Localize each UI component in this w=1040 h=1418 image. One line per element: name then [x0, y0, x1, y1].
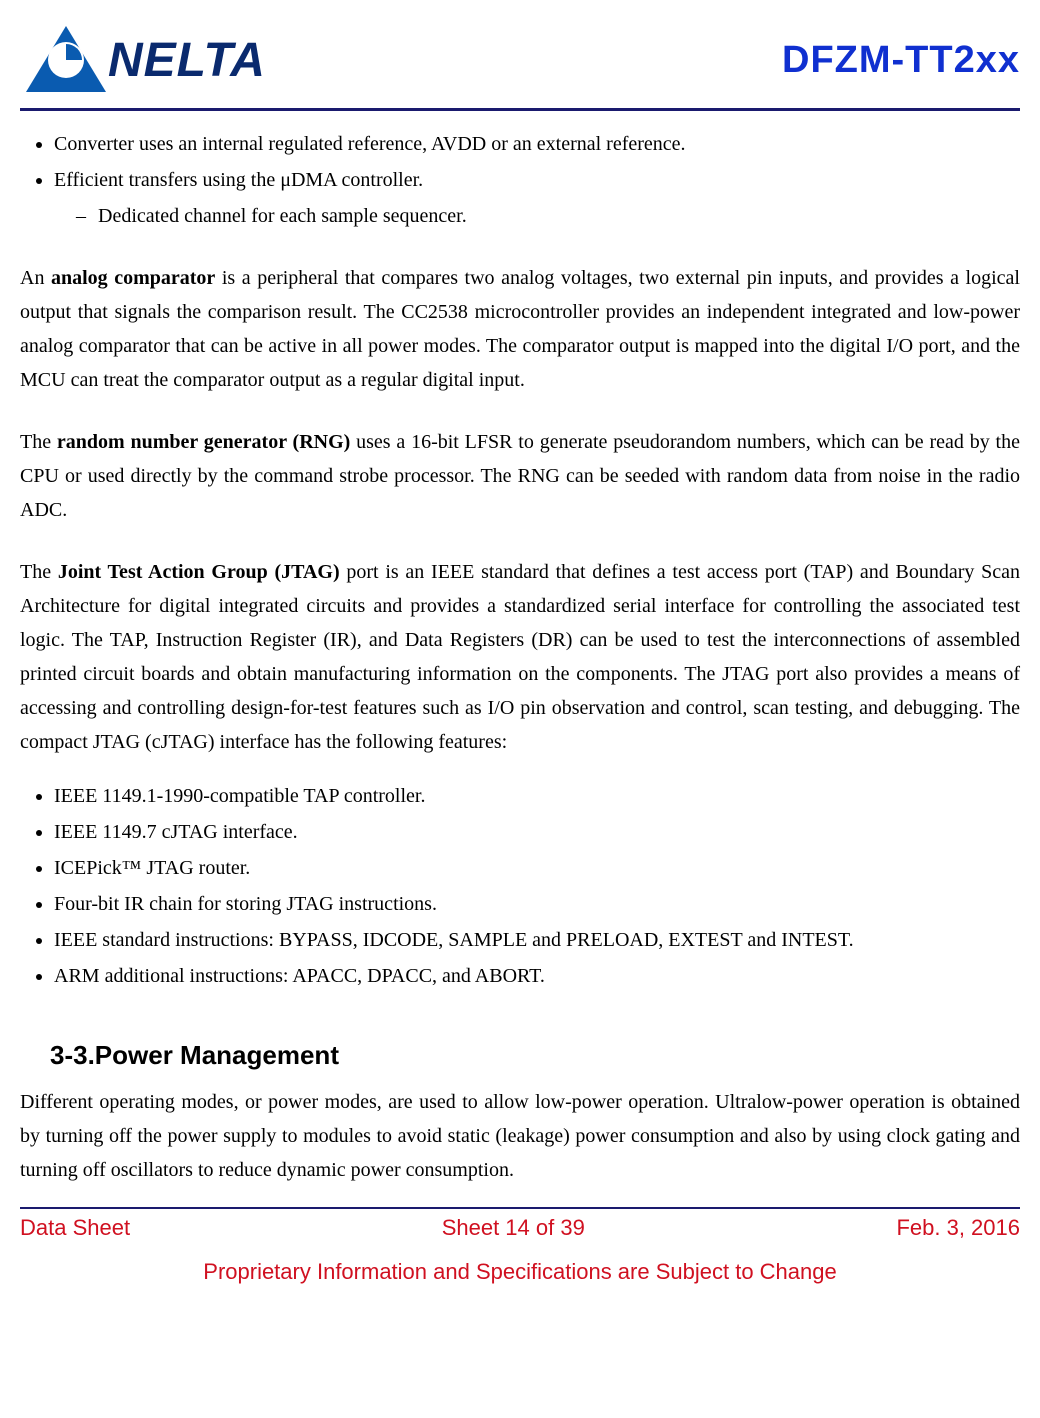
list-item: Four-bit IR chain for storing JTAG instr… [54, 887, 1020, 921]
footer-right: Feb. 3, 2016 [896, 1215, 1020, 1241]
jtag-paragraph: The Joint Test Action Group (JTAG) port … [20, 555, 1020, 759]
bold-term: random number generator (RNG) [57, 431, 350, 453]
top-bullet-list: Converter uses an internal regulated ref… [20, 127, 1020, 233]
bold-term: analog comparator [51, 267, 215, 289]
list-item-text: Efficient transfers using the μDMA contr… [54, 169, 423, 191]
rng-paragraph: The random number generator (RNG) uses a… [20, 425, 1020, 527]
text: An [20, 267, 51, 289]
product-code: DFZM-TT2xx [782, 39, 1020, 82]
list-item: IEEE 1149.7 cJTAG interface. [54, 815, 1020, 849]
sub-bullet-list: Dedicated channel for each sample sequen… [54, 199, 1020, 233]
analog-comparator-paragraph: An analog comparator is a peripheral tha… [20, 261, 1020, 397]
section-heading: 3-3.Power Management [20, 1033, 1020, 1077]
text: port is an IEEE standard that defines a … [20, 561, 1020, 753]
power-paragraph: Different operating modes, or power mode… [20, 1085, 1020, 1187]
footer-center-sheet: Sheet 14 of 39 [442, 1215, 585, 1241]
list-item: Converter uses an internal regulated ref… [54, 127, 1020, 161]
delta-logo-icon [20, 20, 112, 100]
page-header: NELTA DFZM-TT2xx [20, 20, 1020, 111]
list-item: IEEE standard instructions: BYPASS, IDCO… [54, 923, 1020, 957]
bold-term: Joint Test Action Group (JTAG) [58, 561, 340, 583]
list-item: Dedicated channel for each sample sequen… [76, 199, 1020, 233]
footer-notice: Proprietary Information and Specificatio… [20, 1259, 1020, 1285]
list-item: IEEE 1149.1-1990-compatible TAP controll… [54, 779, 1020, 813]
list-item: ICEPick™ JTAG router. [54, 851, 1020, 885]
brand-logo: NELTA [20, 20, 266, 100]
text: The [20, 431, 57, 453]
body-content: Converter uses an internal regulated ref… [20, 127, 1020, 1187]
text: The [20, 561, 58, 583]
list-item: ARM additional instructions: APACC, DPAC… [54, 959, 1020, 993]
jtag-bullet-list: IEEE 1149.1-1990-compatible TAP controll… [20, 779, 1020, 993]
footer-left: Data Sheet [20, 1215, 130, 1241]
list-item: Efficient transfers using the μDMA contr… [54, 163, 1020, 233]
brand-text: NELTA [108, 33, 266, 88]
footer-row: Data Sheet Sheet 14 of 39 Feb. 3, 2016 [20, 1209, 1020, 1241]
